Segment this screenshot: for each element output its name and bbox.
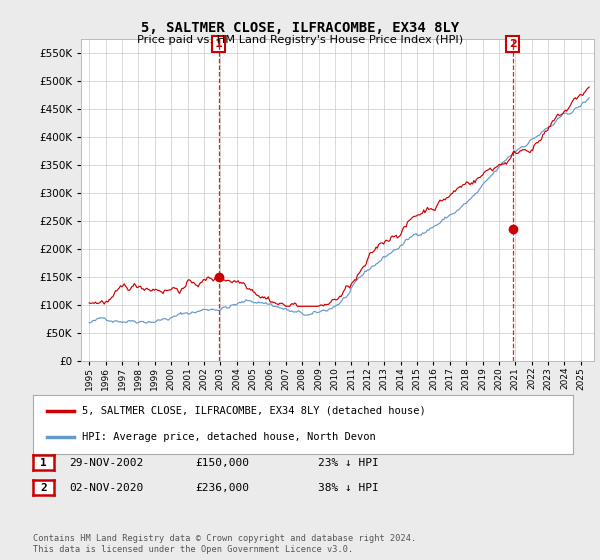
Text: Contains HM Land Registry data © Crown copyright and database right 2024.: Contains HM Land Registry data © Crown c… (33, 534, 416, 543)
Text: £236,000: £236,000 (195, 483, 249, 493)
Text: £150,000: £150,000 (195, 458, 249, 468)
Text: 2: 2 (509, 39, 517, 49)
Text: 5, SALTMER CLOSE, ILFRACOMBE, EX34 8LY: 5, SALTMER CLOSE, ILFRACOMBE, EX34 8LY (141, 21, 459, 35)
Text: 29-NOV-2002: 29-NOV-2002 (69, 458, 143, 468)
Text: 5, SALTMER CLOSE, ILFRACOMBE, EX34 8LY (detached house): 5, SALTMER CLOSE, ILFRACOMBE, EX34 8LY (… (82, 405, 425, 416)
Text: Price paid vs. HM Land Registry's House Price Index (HPI): Price paid vs. HM Land Registry's House … (137, 35, 463, 45)
Text: 38% ↓ HPI: 38% ↓ HPI (318, 483, 379, 493)
Text: 1: 1 (215, 39, 223, 49)
Text: 23% ↓ HPI: 23% ↓ HPI (318, 458, 379, 468)
Text: This data is licensed under the Open Government Licence v3.0.: This data is licensed under the Open Gov… (33, 545, 353, 554)
Text: 02-NOV-2020: 02-NOV-2020 (69, 483, 143, 493)
Text: HPI: Average price, detached house, North Devon: HPI: Average price, detached house, Nort… (82, 432, 376, 442)
Text: 1: 1 (40, 458, 47, 468)
Text: 2: 2 (40, 483, 47, 493)
